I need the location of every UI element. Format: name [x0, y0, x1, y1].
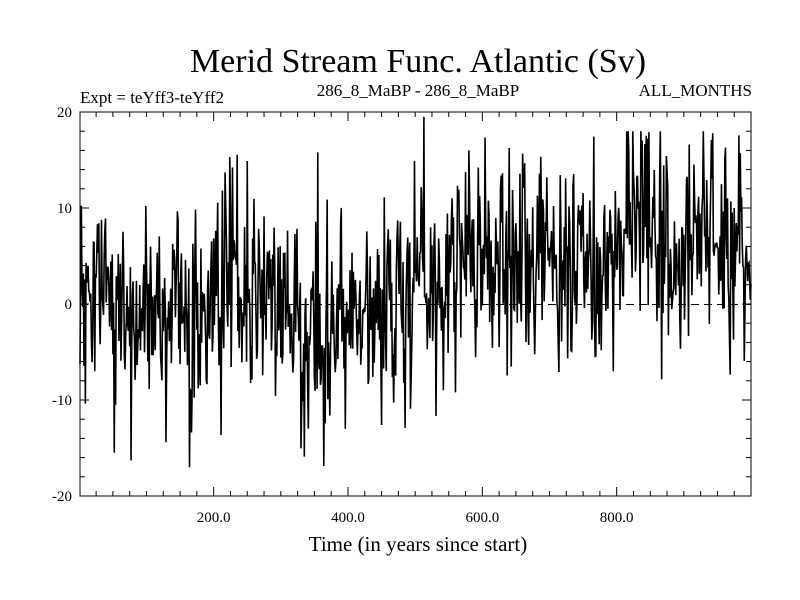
y-tick-label: -10 [52, 393, 72, 409]
x-tick-labels: 200.0 400.0 600.0 800.0 [197, 510, 634, 526]
y-tick-label: 0 [65, 297, 73, 313]
series-line [79, 116, 752, 468]
chart-title: Merid Stream Func. Atlantic (Sv) [190, 43, 646, 80]
x-tick-label: 800.0 [600, 510, 634, 526]
x-axis-label: Time (in years since start) [309, 532, 528, 556]
period-label: 286_8_MaBP - 286_8_MaBP [317, 81, 519, 100]
plot-frame [79, 111, 752, 497]
y-tick-label: 20 [57, 105, 72, 121]
experiment-label: Expt = teYff3-teYff2 [80, 88, 224, 107]
y-tick-label: -20 [52, 489, 72, 505]
months-label: ALL_MONTHS [639, 81, 752, 100]
y-tick-label: 10 [57, 201, 72, 217]
x-tick-label: 600.0 [465, 510, 499, 526]
x-tick-label: 400.0 [331, 510, 365, 526]
y-tick-labels: -20 -10 0 10 20 [52, 105, 72, 505]
x-tick-label: 200.0 [197, 510, 231, 526]
